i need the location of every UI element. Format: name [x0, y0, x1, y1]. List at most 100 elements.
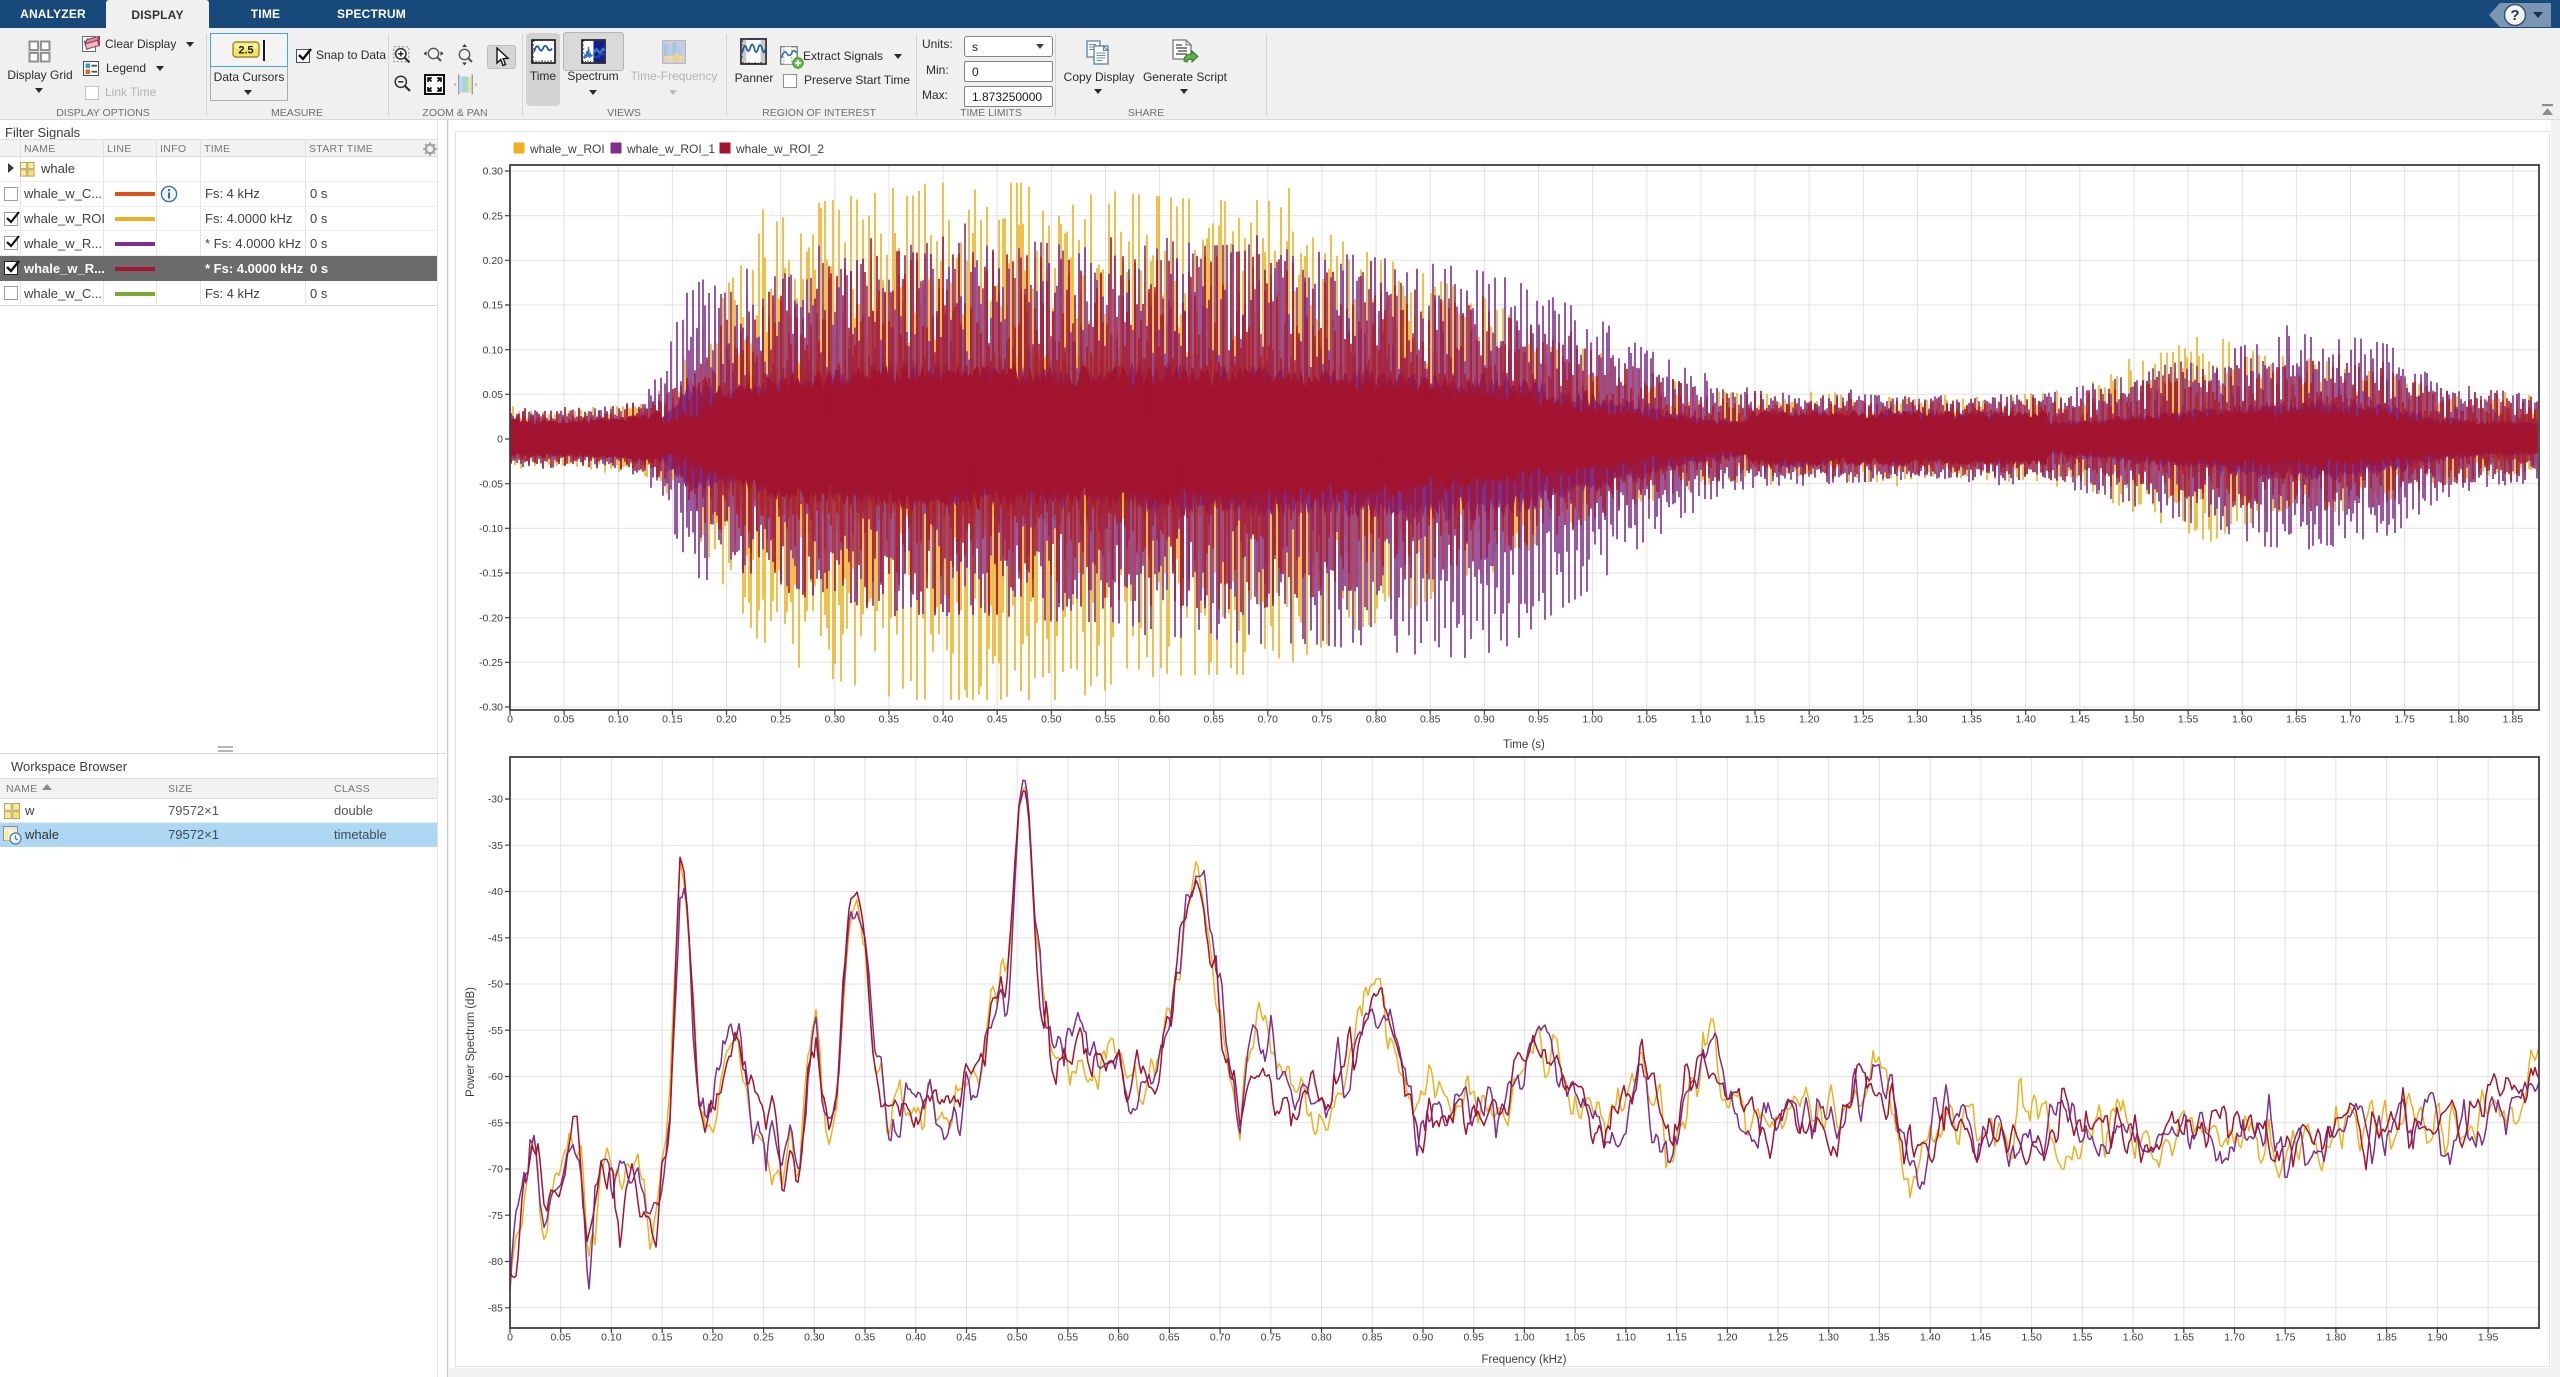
svg-text:0.10: 0.10 — [483, 344, 504, 356]
svg-text:0.15: 0.15 — [483, 300, 504, 312]
svg-text:-60: -60 — [488, 1071, 503, 1083]
svg-text:1.50: 1.50 — [2124, 714, 2145, 726]
svg-text:0.25: 0.25 — [483, 210, 504, 222]
svg-text:0.55: 0.55 — [1095, 714, 1116, 726]
svg-text:-0.15: -0.15 — [479, 568, 503, 580]
svg-text:-75: -75 — [488, 1210, 503, 1222]
svg-text:1.95: 1.95 — [2478, 1332, 2499, 1344]
svg-text:1.55: 1.55 — [2072, 1332, 2093, 1344]
svg-text:0.45: 0.45 — [987, 714, 1008, 726]
svg-text:1.25: 1.25 — [1853, 714, 1874, 726]
svg-text:0.80: 0.80 — [1311, 1332, 1332, 1344]
svg-text:0.20: 0.20 — [483, 255, 504, 267]
svg-text:1.75: 1.75 — [2275, 1332, 2296, 1344]
svg-text:0.30: 0.30 — [825, 714, 846, 726]
svg-text:1.75: 1.75 — [2394, 714, 2415, 726]
svg-text:0.15: 0.15 — [662, 714, 683, 726]
svg-text:1.35: 1.35 — [1869, 1332, 1890, 1344]
svg-text:0.60: 0.60 — [1108, 1332, 1129, 1344]
svg-text:-35: -35 — [488, 840, 503, 852]
svg-text:1.25: 1.25 — [1768, 1332, 1789, 1344]
svg-text:0.15: 0.15 — [652, 1332, 673, 1344]
svg-text:1.00: 1.00 — [1582, 714, 1603, 726]
svg-text:-55: -55 — [488, 1025, 503, 1037]
svg-text:1.80: 1.80 — [2449, 714, 2470, 726]
svg-text:0.05: 0.05 — [554, 714, 575, 726]
svg-text:0.05: 0.05 — [550, 1332, 571, 1344]
svg-text:-0.10: -0.10 — [479, 523, 503, 535]
svg-text:1.65: 1.65 — [2174, 1332, 2195, 1344]
svg-text:-30: -30 — [488, 794, 503, 806]
svg-text:1.70: 1.70 — [2224, 1332, 2245, 1344]
svg-text:0.40: 0.40 — [906, 1332, 927, 1344]
svg-text:Power Spectrum (dB): Power Spectrum (dB) — [465, 987, 477, 1097]
svg-text:-85: -85 — [488, 1302, 503, 1314]
svg-text:0: 0 — [507, 714, 513, 726]
svg-text:0.35: 0.35 — [879, 714, 900, 726]
svg-text:0.30: 0.30 — [804, 1332, 825, 1344]
svg-text:0.75: 0.75 — [1261, 1332, 1282, 1344]
svg-text:0.40: 0.40 — [933, 714, 954, 726]
svg-text:1.30: 1.30 — [1818, 1332, 1839, 1344]
svg-text:0.65: 0.65 — [1203, 714, 1224, 726]
svg-text:0.85: 0.85 — [1362, 1332, 1383, 1344]
svg-text:0.50: 0.50 — [1041, 714, 1062, 726]
svg-text:0: 0 — [497, 434, 503, 446]
svg-text:-40: -40 — [488, 886, 503, 898]
svg-text:-70: -70 — [488, 1164, 503, 1176]
svg-text:1.60: 1.60 — [2123, 1332, 2144, 1344]
svg-text:0.70: 0.70 — [1258, 714, 1279, 726]
svg-text:-0.25: -0.25 — [479, 657, 503, 669]
svg-text:1.60: 1.60 — [2232, 714, 2253, 726]
svg-text:-80: -80 — [488, 1256, 503, 1268]
svg-text:1.50: 1.50 — [2021, 1332, 2042, 1344]
svg-text:0.10: 0.10 — [608, 714, 629, 726]
svg-text:whale_w_ROI_1: whale_w_ROI_1 — [626, 142, 715, 156]
svg-text:0.45: 0.45 — [956, 1332, 977, 1344]
svg-text:1.20: 1.20 — [1799, 714, 1820, 726]
svg-text:-50: -50 — [488, 979, 503, 991]
svg-text:0.75: 0.75 — [1312, 714, 1333, 726]
svg-text:-0.20: -0.20 — [479, 612, 503, 624]
svg-text:0.85: 0.85 — [1420, 714, 1441, 726]
svg-text:1.40: 1.40 — [2015, 714, 2036, 726]
svg-text:0.30: 0.30 — [483, 166, 504, 178]
svg-text:1.85: 1.85 — [2503, 714, 2524, 726]
svg-text:1.55: 1.55 — [2178, 714, 2199, 726]
svg-text:1.10: 1.10 — [1691, 714, 1712, 726]
svg-text:0.90: 0.90 — [1474, 714, 1495, 726]
svg-text:0: 0 — [507, 1332, 513, 1344]
svg-text:1.20: 1.20 — [1717, 1332, 1738, 1344]
svg-text:-65: -65 — [488, 1117, 503, 1129]
svg-text:0.50: 0.50 — [1007, 1332, 1028, 1344]
svg-text:0.10: 0.10 — [601, 1332, 622, 1344]
svg-text:1.45: 1.45 — [2070, 714, 2091, 726]
svg-text:0.95: 0.95 — [1528, 714, 1549, 726]
svg-text:whale_w_ROI_2: whale_w_ROI_2 — [735, 142, 824, 156]
svg-text:1.65: 1.65 — [2286, 714, 2307, 726]
svg-text:1.00: 1.00 — [1514, 1332, 1535, 1344]
svg-text:Frequency (kHz): Frequency (kHz) — [1482, 1354, 1567, 1366]
svg-text:0.25: 0.25 — [753, 1332, 774, 1344]
svg-text:whale_w_ROI: whale_w_ROI — [529, 142, 605, 156]
svg-text:1.10: 1.10 — [1616, 1332, 1637, 1344]
svg-text:0.25: 0.25 — [770, 714, 791, 726]
svg-text:0.90: 0.90 — [1413, 1332, 1434, 1344]
svg-text:1.45: 1.45 — [1971, 1332, 1992, 1344]
svg-text:1.80: 1.80 — [2326, 1332, 2347, 1344]
svg-text:0.60: 0.60 — [1149, 714, 1170, 726]
svg-text:1.90: 1.90 — [2427, 1332, 2448, 1344]
svg-text:0.05: 0.05 — [483, 389, 504, 401]
svg-text:0.55: 0.55 — [1058, 1332, 1079, 1344]
svg-text:0.95: 0.95 — [1463, 1332, 1484, 1344]
svg-text:0.80: 0.80 — [1366, 714, 1387, 726]
svg-text:0.20: 0.20 — [703, 1332, 724, 1344]
svg-text:1.70: 1.70 — [2340, 714, 2361, 726]
svg-text:-0.05: -0.05 — [479, 478, 503, 490]
svg-text:1.15: 1.15 — [1745, 714, 1766, 726]
svg-text:2.5: 2.5 — [238, 45, 253, 57]
svg-text:-0.30: -0.30 — [479, 702, 503, 714]
svg-text:0.20: 0.20 — [716, 714, 737, 726]
svg-text:1.40: 1.40 — [1920, 1332, 1941, 1344]
svg-text:-45: -45 — [488, 932, 503, 944]
